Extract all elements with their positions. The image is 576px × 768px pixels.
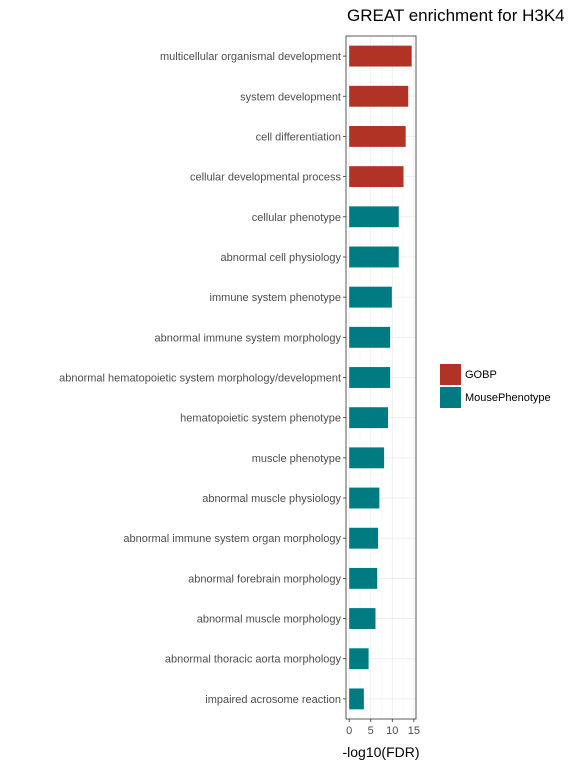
x-axis-title: -log10(FDR) <box>342 744 419 760</box>
category-label: cellular phenotype <box>252 212 341 224</box>
bar <box>349 527 379 549</box>
x-tick-label: 15 <box>408 725 420 737</box>
bar <box>349 648 369 670</box>
category-label: abnormal forebrain morphology <box>188 573 341 585</box>
category-label: multicellular organismal development <box>160 51 341 63</box>
bar <box>349 608 376 630</box>
x-tick-label: 10 <box>386 725 398 737</box>
category-label: muscle phenotype <box>252 453 341 465</box>
category-label: abnormal immune system organ morphology <box>123 533 341 545</box>
legend-key <box>440 387 461 408</box>
x-axis: 0 5 10 15 <box>346 719 420 737</box>
category-label: abnormal hematopoietic system morphology… <box>59 373 341 385</box>
bar <box>349 125 406 147</box>
x-tick-label: 0 <box>346 725 352 737</box>
bar <box>349 85 409 107</box>
chart-title: GREAT enrichment for H3K4 <box>347 6 565 25</box>
bar <box>349 487 380 509</box>
category-label: abnormal muscle morphology <box>197 614 342 626</box>
bar <box>349 407 388 429</box>
bar <box>349 45 412 67</box>
legend-label: GOBP <box>465 369 497 381</box>
category-label: abnormal immune system morphology <box>155 332 342 344</box>
bar <box>349 447 385 469</box>
legend-key <box>440 364 461 385</box>
category-label: system development <box>240 91 341 103</box>
bar <box>349 567 378 589</box>
category-label: abnormal muscle physiology <box>202 493 341 505</box>
category-label: impaired acrosome reaction <box>205 694 341 706</box>
x-tick-label: 5 <box>368 725 374 737</box>
bars <box>349 45 412 710</box>
category-label: cellular developmental process <box>190 172 342 184</box>
legend-label: MousePhenotype <box>465 392 551 404</box>
bar <box>349 286 392 308</box>
bar <box>349 206 399 228</box>
category-label: abnormal cell physiology <box>221 252 342 264</box>
category-labels: multicellular organismal development syst… <box>59 51 346 706</box>
category-label: abnormal thoracic aorta morphology <box>165 654 342 666</box>
category-label: cell differentiation <box>256 131 341 143</box>
legend: GOBP MousePhenotype <box>440 364 551 408</box>
bar <box>349 326 391 348</box>
bar <box>349 367 391 388</box>
bar <box>349 166 404 188</box>
bar <box>349 688 364 710</box>
category-label: hematopoietic system phenotype <box>180 413 341 425</box>
bar <box>349 246 399 268</box>
category-label: immune system phenotype <box>210 292 341 304</box>
